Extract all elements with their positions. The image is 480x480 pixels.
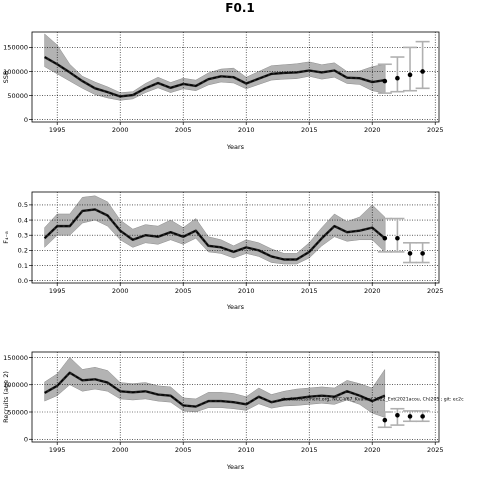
recruits-x-tick-label-2015: 2015: [301, 446, 318, 454]
ssb-panel: 1995 2000 2005 2010 2015 2020 2025 0 50000 100000…: [2, 31, 444, 151]
recruits-x-tick-label-2025: 2025: [427, 446, 444, 454]
fbar-y-tick-label-3: 0.3: [18, 232, 28, 240]
recruits-forecast-point-2024: [420, 414, 425, 419]
ssb-forecast-point-2023: [407, 72, 413, 78]
fishing-mortality-panel: 1995 2000 2005 2010 2015 2020 2025 0.0 0.1 0.2 0.3…: [2, 191, 444, 311]
fbar-y-tick-label-0: 0.0: [18, 277, 28, 285]
recruits-y-tick-label-3: 150000: [3, 354, 28, 362]
ssb-x-tick-label-2020: 2020: [364, 126, 381, 134]
fbar-y-tick-label-2: 0.2: [18, 247, 28, 255]
recruits-confidence-band: [44, 357, 386, 418]
ssb-axes-frame: [31, 31, 440, 123]
fbar-confidence-band: [44, 195, 386, 265]
fbar-forecast-point-2023: [407, 251, 413, 256]
fbar-forecast-point-2024: [420, 251, 425, 256]
recruits-x-tick-label-2010: 2010: [238, 446, 255, 454]
fbar-x-tick-label-2015: 2015: [301, 287, 318, 295]
ssb-x-tick-label-2010: 2010: [238, 126, 255, 134]
fbar-y-tick-label-5: 0.5: [18, 201, 28, 209]
ssb-x-tick-label-2000: 2000: [112, 126, 129, 134]
fbar-forecast-point-2022: [395, 235, 400, 241]
recruits-y-axis-label: Recruits (age 2): [2, 371, 10, 423]
recruits-y-tick-label-2: 100000: [3, 381, 28, 389]
ssb-y-tick-label-3: 150000: [3, 44, 28, 52]
ssb-x-tick-label-2025: 2025: [427, 126, 444, 134]
recruits-axes-frame: [31, 351, 440, 443]
ssb-x-tick-label-2005: 2005: [175, 126, 192, 134]
ssb-y-axis-label: SSB: [2, 71, 10, 84]
watermark-text: stockassessment.org, NCC-V67_Kvalitet 20…: [281, 397, 464, 403]
fbar-x-tick-label-2010: 2010: [238, 287, 255, 295]
recruits-x-tick-label-2005: 2005: [175, 446, 192, 454]
recruits-x-tick-label-2000: 2000: [112, 446, 129, 454]
ssb-x-tick-label-1995: 1995: [49, 126, 66, 134]
recruits-forecast-point-2021: [382, 417, 388, 423]
ssb-confidence-band: [44, 33, 386, 101]
recruits-forecast-point-2022: [395, 412, 400, 418]
recruits-x-axis-label: Years: [226, 463, 245, 471]
recruits-x-tick-label-2020: 2020: [364, 446, 381, 454]
fbar-y-tick-label-1: 0.1: [18, 262, 28, 270]
fbar-x-axis-label: Years: [226, 303, 245, 311]
recruits-y-tick-label-0: 0: [24, 436, 28, 444]
recruits-estimate-dashes: [44, 371, 386, 408]
ssb-forecast-point-2021: [382, 78, 388, 84]
fbar-y-tick-label-4: 0.4: [18, 216, 28, 224]
fbar-forecast-point-2021: [382, 235, 388, 241]
fbar-x-tick-label-2000: 2000: [112, 287, 129, 295]
ssb-y-tick-label-0: 0: [24, 116, 28, 124]
fbar-y-axis-label: F₄₋₈: [2, 231, 10, 244]
figure-title: F0.1: [225, 1, 254, 15]
recruits-y-tick-label-1: 50000: [7, 408, 28, 416]
fbar-x-tick-label-1995: 1995: [49, 287, 66, 295]
ssb-forecast-point-2022: [395, 75, 400, 81]
fbar-x-tick-label-2005: 2005: [175, 287, 192, 295]
ssb-y-tick-label-1: 50000: [7, 92, 28, 100]
fbar-x-tick-label-2025: 2025: [427, 287, 444, 295]
recruits-panel: 1995 2000 2005 2010 2015 2020 2025 0 50000 100000…: [2, 351, 444, 471]
fbar-estimate-dashes: [44, 208, 386, 261]
ssb-forecast-point-2024: [420, 69, 425, 74]
recruits-plot-area: [32, 352, 439, 442]
ssb-x-axis-label: Years: [226, 143, 245, 151]
fbar-x-tick-label-2020: 2020: [364, 287, 381, 295]
ssb-estimate-dashes: [44, 56, 385, 98]
fbar-plot-area: [32, 192, 439, 283]
ssb-y-tick-label-2: 100000: [3, 68, 28, 76]
recruits-x-tick-label-1995: 1995: [49, 446, 66, 454]
ssb-plot-area: [32, 32, 439, 122]
ssb-x-tick-label-2015: 2015: [301, 126, 318, 134]
fbar-axes-frame: [31, 191, 440, 284]
recruits-forecast-point-2023: [407, 414, 413, 419]
